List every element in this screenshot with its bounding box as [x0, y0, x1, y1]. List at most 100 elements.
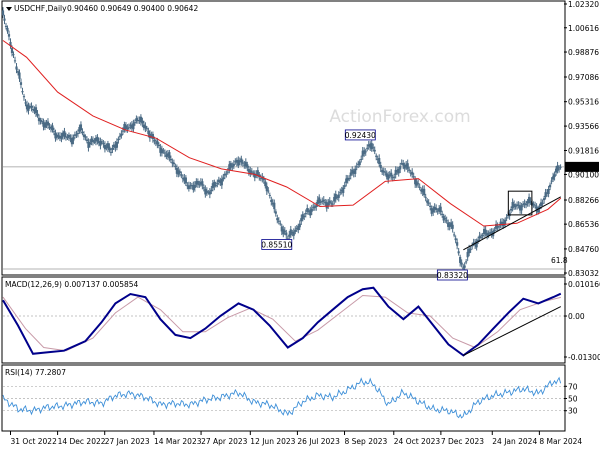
- price-label-box: [344, 129, 376, 141]
- candle-body: [103, 144, 107, 150]
- candle-body: [415, 181, 418, 186]
- candle-body: [252, 172, 255, 175]
- candle-body: [7, 34, 11, 37]
- candle-body: [372, 147, 375, 149]
- price-label: 0.85510: [261, 240, 292, 249]
- candle-body: [72, 137, 75, 141]
- candle-body: [510, 208, 513, 211]
- candle-body: [262, 178, 265, 181]
- x-axis: 31 Oct 2022 14 Dec 2022 27 Jan 2023 14 Mar …: [9, 431, 582, 446]
- rsi-line: [2, 376, 562, 419]
- candle-body: [325, 202, 328, 209]
- candle-body: [351, 169, 354, 174]
- candle-body: [166, 153, 169, 157]
- x-tick-label: 27 Apr 2023: [201, 437, 248, 446]
- candle-body: [234, 161, 237, 163]
- x-tick-label: 14 Mar 2023: [154, 437, 202, 446]
- candle-body: [267, 190, 270, 192]
- candle-body: [58, 135, 62, 139]
- candle-body: [324, 201, 327, 204]
- candle-body: [535, 206, 538, 212]
- candle-body: [504, 219, 507, 225]
- candle-body: [507, 215, 510, 217]
- candle-body: [223, 173, 226, 176]
- candle-body: [352, 171, 355, 174]
- candle-body: [505, 217, 508, 219]
- watermark: ActionForex.com: [329, 107, 470, 127]
- candle-body: [52, 131, 56, 133]
- candle-body: [235, 159, 238, 163]
- candle-body: [246, 164, 249, 168]
- candle-body: [46, 121, 50, 126]
- candle-body: [545, 192, 549, 194]
- candle-body: [196, 181, 199, 185]
- candle-body: [447, 222, 450, 227]
- candle-body: [138, 120, 141, 122]
- rsi-pane: 70 50 30: [2, 376, 578, 419]
- candle-body: [276, 218, 279, 221]
- candle-body: [1, 10, 5, 16]
- candle-body: [349, 172, 352, 176]
- candle-body: [154, 142, 157, 144]
- candle-body: [480, 236, 483, 238]
- candle-body: [120, 133, 123, 136]
- candle-body: [264, 181, 267, 187]
- candle-body: [84, 136, 87, 138]
- y-tick-label: 0.84760: [568, 245, 599, 254]
- candle-body: [132, 123, 135, 130]
- candle-body: [202, 187, 205, 189]
- x-tick-label: 7 Dec 2023: [441, 437, 484, 446]
- y-tick-label: 0.010166: [568, 280, 600, 289]
- candle-body: [186, 185, 189, 187]
- candle-body: [21, 91, 24, 93]
- price-label-box: [261, 239, 293, 250]
- candle-body: [382, 170, 385, 173]
- candle-body: [330, 202, 333, 204]
- candle-body: [315, 205, 318, 208]
- candle-body: [69, 137, 72, 139]
- candle-body: [462, 267, 465, 269]
- candle-body: [342, 187, 345, 193]
- candle-body: [274, 211, 277, 214]
- candle-body: [357, 163, 360, 165]
- candle-body: [193, 184, 196, 188]
- candle-body: [51, 125, 54, 131]
- candle-body: [142, 124, 145, 129]
- candle-body: [445, 220, 448, 222]
- candle-body: [67, 134, 71, 138]
- candle-body: [247, 168, 250, 173]
- candle-body: [483, 228, 486, 235]
- candle-body: [139, 116, 142, 123]
- macd-pane-frame: [1, 276, 566, 364]
- candle-body: [489, 232, 492, 234]
- candle-body: [174, 166, 177, 168]
- candle-body: [123, 124, 126, 131]
- candle-body: [118, 135, 122, 137]
- candle-body: [153, 140, 156, 142]
- candle-body: [316, 199, 319, 205]
- candle-body: [522, 204, 525, 206]
- candle-body: [180, 174, 183, 176]
- candle-body: [216, 183, 219, 185]
- candle-body: [418, 186, 421, 188]
- candle-body: [478, 235, 481, 239]
- candle-body: [34, 107, 38, 114]
- candle-body: [423, 188, 426, 196]
- candle-body: [81, 131, 84, 133]
- candle-body: [189, 185, 192, 187]
- candle-body: [309, 209, 312, 216]
- candle-body: [451, 224, 454, 229]
- candle-body: [402, 163, 405, 166]
- candle-body: [78, 127, 81, 132]
- candle-body: [93, 141, 96, 143]
- candle-body: [22, 96, 26, 98]
- candle-body: [408, 169, 411, 171]
- candle-body: [163, 152, 166, 154]
- candle-body: [495, 224, 498, 229]
- candle-body: [111, 147, 114, 150]
- candle-body: [43, 123, 47, 128]
- candle-body: [54, 133, 57, 139]
- candle-body: [250, 171, 253, 173]
- candle-body: [327, 202, 330, 206]
- candle-body: [198, 184, 201, 186]
